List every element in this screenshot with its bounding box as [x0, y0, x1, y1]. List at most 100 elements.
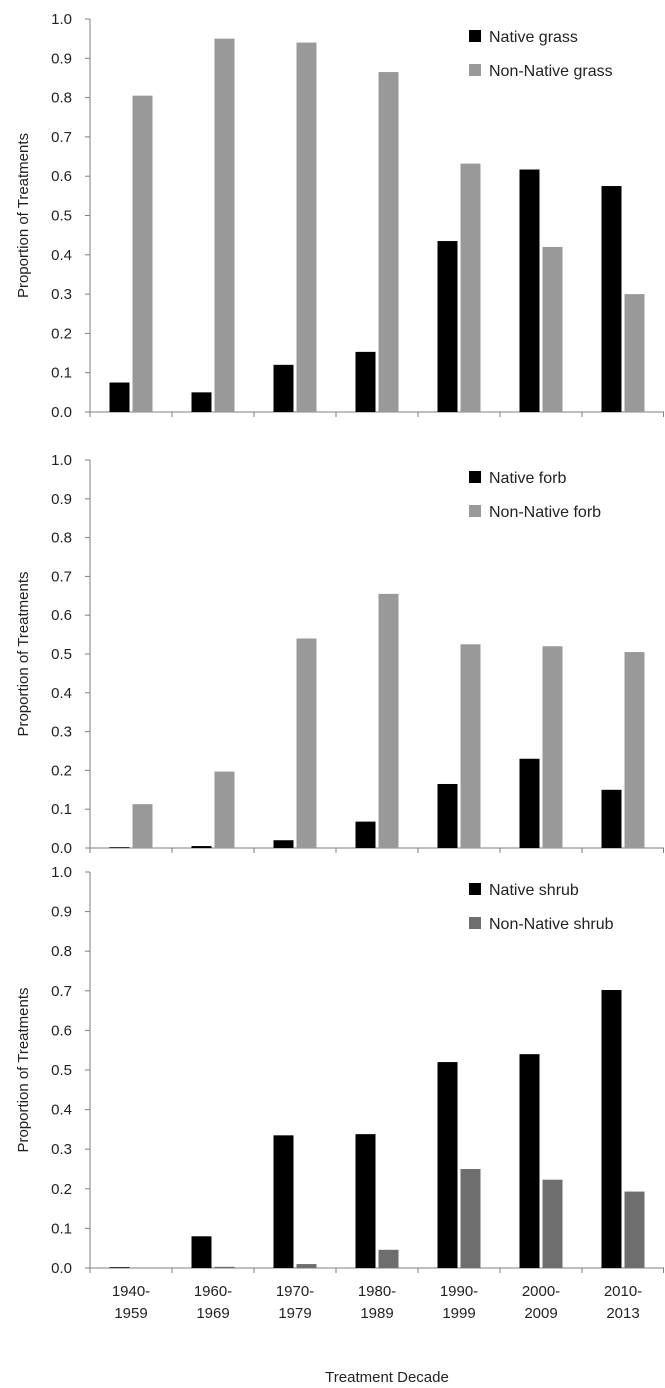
- y-tick-label: 0.4: [51, 247, 72, 264]
- y-tick-label: 0.9: [51, 491, 72, 508]
- y-axis-label: Proportion of Treatments: [15, 987, 32, 1152]
- y-tick-label: 0.9: [51, 904, 72, 921]
- y-tick-label: 0.2: [51, 762, 72, 779]
- y-tick-label: 0.5: [51, 1062, 72, 1079]
- y-tick-label: 1.0: [51, 11, 72, 28]
- bar-native-forb-6: [519, 758, 540, 848]
- y-tick-label: 0.7: [51, 983, 72, 1000]
- x-tick-label: 2009: [524, 1305, 557, 1322]
- bar-non-native-forb-5: [460, 644, 481, 848]
- y-axis-label: Proportion of Treatments: [15, 571, 32, 736]
- bar-native-grass-6: [519, 169, 540, 412]
- x-tick-label: 1980-: [358, 1283, 396, 1300]
- bar-non-native-shrub-4: [378, 1249, 399, 1268]
- legend-label: Non-Native grass: [489, 63, 613, 80]
- bar-native-grass-2: [191, 392, 212, 412]
- y-tick-label: 0.5: [51, 208, 72, 225]
- bar-non-native-shrub-2: [214, 1266, 235, 1268]
- bar-non-native-grass-2: [214, 38, 235, 413]
- legend-label: Non-Native shrub: [489, 916, 614, 933]
- bar-native-shrub-3: [273, 1135, 294, 1268]
- bar-native-shrub-6: [519, 1054, 540, 1268]
- x-tick-label: 2000-: [522, 1283, 560, 1300]
- x-tick-label: 2010-: [604, 1283, 642, 1300]
- x-tick-label: 1970-: [276, 1283, 314, 1300]
- x-tick-label: 1990-: [440, 1283, 478, 1300]
- chart-panel-3: 0.0 0.1 0.2 0.3 0.4 0.5 0.6 0.7 0.8 0.9 1.0 Proport…: [15, 864, 664, 1386]
- bar-non-native-shrub-3: [296, 1264, 317, 1268]
- bar-native-forb-5: [437, 783, 458, 848]
- bar-non-native-grass-3: [296, 42, 317, 412]
- x-axis-label: Treatment Decade: [325, 1369, 449, 1386]
- x-tick-label: 1979: [278, 1305, 311, 1322]
- bar-native-shrub-2: [191, 1236, 212, 1268]
- y-tick-label: 0.7: [51, 129, 72, 146]
- y-tick-label: 0.4: [51, 685, 72, 702]
- bar-non-native-shrub-6: [542, 1179, 563, 1268]
- x-tick-label: 1959: [114, 1305, 147, 1322]
- y-tick-label: 0.1: [51, 365, 72, 382]
- legend-label: Native forb: [489, 470, 566, 487]
- bar-non-native-forb-2: [214, 771, 235, 848]
- bar-non-native-grass-7: [624, 294, 645, 412]
- bar-native-shrub-5: [437, 1062, 458, 1268]
- bar-non-native-grass-4: [378, 72, 399, 413]
- bar-native-grass-4: [355, 351, 376, 412]
- x-tick-label: 1960-: [194, 1283, 232, 1300]
- legend-swatch: [469, 64, 481, 76]
- y-tick-label: 0.7: [51, 568, 72, 585]
- bar-non-native-grass-6: [542, 246, 563, 412]
- bar-non-native-forb-3: [296, 638, 317, 848]
- y-tick-label: 1.0: [51, 452, 72, 469]
- bar-non-native-shrub-7: [624, 1191, 645, 1268]
- y-tick-label: 0.3: [51, 286, 72, 303]
- bar-non-native-shrub-5: [460, 1169, 481, 1268]
- y-tick-label: 0.2: [51, 1181, 72, 1198]
- bar-native-forb-4: [355, 821, 376, 848]
- bar-native-shrub-1: [109, 1267, 130, 1268]
- legend-label: Native shrub: [489, 882, 579, 899]
- bar-native-grass-1: [109, 382, 130, 412]
- y-tick-label: 0.8: [51, 90, 72, 107]
- legend-swatch: [469, 471, 481, 483]
- legend-label: Non-Native forb: [489, 504, 601, 521]
- bar-native-forb-7: [601, 789, 622, 848]
- y-tick-label: 1.0: [51, 864, 72, 881]
- y-tick-label: 0.8: [51, 943, 72, 960]
- legend-swatch: [469, 30, 481, 42]
- y-tick-label: 0.5: [51, 646, 72, 663]
- y-tick-label: 0.8: [51, 530, 72, 547]
- y-axis-label: Proportion of Treatments: [15, 133, 32, 298]
- x-tick-label: 1969: [196, 1305, 229, 1322]
- y-tick-label: 0.9: [51, 50, 72, 67]
- bar-non-native-forb-4: [378, 593, 399, 848]
- y-tick-label: 0.1: [51, 1220, 72, 1237]
- y-tick-label: 0.3: [51, 724, 72, 741]
- bar-native-grass-5: [437, 241, 458, 412]
- y-tick-label: 0.2: [51, 325, 72, 342]
- y-tick-label: 0.6: [51, 607, 72, 624]
- bar-non-native-grass-5: [460, 163, 481, 412]
- bar-non-native-forb-6: [542, 646, 563, 848]
- y-tick-label: 0.4: [51, 1102, 72, 1119]
- chart-panel-2: 0.0 0.1 0.2 0.3 0.4 0.5 0.6 0.7 0.8 0.9 1.0 Proport…: [15, 452, 664, 857]
- bar-native-forb-1: [109, 847, 130, 848]
- x-tick-label: 1999: [442, 1305, 475, 1322]
- legend-swatch: [469, 883, 481, 895]
- y-tick-label: 0.1: [51, 801, 72, 818]
- chart-panel-1: 0.0 0.1 0.2 0.3 0.4 0.5 0.6 0.7 0.8 0.9 1.0 Proport…: [15, 11, 664, 421]
- bar-native-grass-7: [601, 186, 622, 412]
- x-tick-label: 1940-: [112, 1283, 150, 1300]
- bar-non-native-grass-1: [132, 95, 153, 412]
- bar-native-forb-2: [191, 846, 212, 848]
- y-tick-label: 0.6: [51, 168, 72, 185]
- y-tick-label: 0.3: [51, 1141, 72, 1158]
- x-tick-label: 1989: [360, 1305, 393, 1322]
- bar-native-shrub-4: [355, 1134, 376, 1268]
- bar-non-native-forb-7: [624, 652, 645, 848]
- legend-label: Native grass: [489, 29, 578, 46]
- legend-swatch: [469, 505, 481, 517]
- bar-non-native-forb-1: [132, 804, 153, 848]
- bar-native-forb-3: [273, 840, 294, 848]
